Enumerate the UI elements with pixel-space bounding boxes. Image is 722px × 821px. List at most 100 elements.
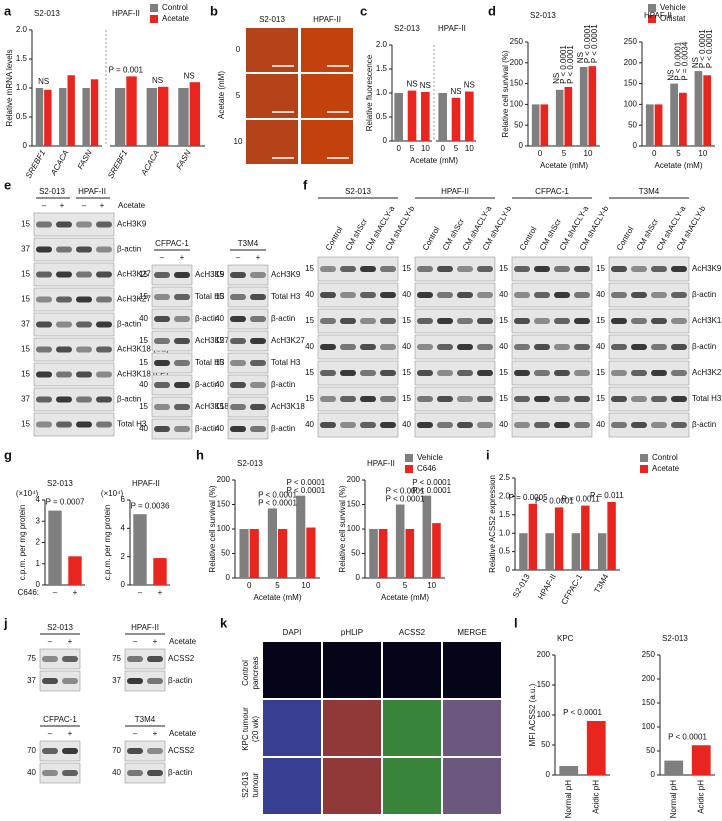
blot-band: [154, 338, 170, 344]
marker-label: 15: [139, 270, 148, 279]
blot-band: [574, 344, 590, 350]
row-label: Control: [241, 660, 250, 686]
blot-band: [147, 748, 163, 754]
blot-band: [631, 344, 647, 350]
y-tick-label: 0: [226, 573, 231, 582]
blot-band: [477, 318, 493, 324]
x-tick-label: 0: [396, 144, 401, 153]
annotation: NS: [184, 71, 195, 80]
blot-band: [417, 318, 433, 324]
micrograph: [443, 758, 501, 814]
micrograph-bg: [443, 758, 501, 814]
blot-band: [360, 292, 376, 298]
x-axis-label: Acetate (mM): [381, 593, 429, 602]
blot-band: [174, 404, 190, 410]
blot-band: [380, 266, 396, 272]
blot-band: [437, 422, 453, 428]
marker-label: 40: [596, 420, 605, 429]
x-tick-label: Normal pH: [564, 780, 573, 818]
micrograph-bg: [323, 700, 381, 756]
column-label: DAPI: [283, 628, 302, 637]
blot-band: [574, 318, 590, 324]
blot-band: [36, 246, 52, 253]
annotation: P < 0.0001: [583, 24, 592, 63]
y-tick-label: 2.0: [376, 40, 388, 49]
blot-strip: [33, 262, 115, 287]
blot-band: [631, 396, 647, 402]
chart-title: S2-013: [530, 11, 556, 20]
blot-band: [56, 396, 72, 403]
y-tick-label: 250: [510, 37, 524, 46]
bar: [239, 529, 249, 578]
x-tick-label: SREBF1: [24, 149, 47, 180]
x-tick-label: FASN: [175, 148, 193, 171]
blot-band: [514, 344, 530, 350]
blot-band: [380, 396, 396, 402]
legend-swatch: [150, 15, 158, 23]
x-tick-label: 5: [454, 144, 459, 153]
blot-band: [154, 426, 170, 432]
blot-band: [437, 344, 453, 350]
band-label: β-actin: [117, 245, 141, 254]
blot-band: [671, 370, 687, 376]
x-tick-label: HPAF-II: [536, 573, 558, 602]
blot-strip: [151, 264, 193, 286]
bar: [146, 88, 157, 146]
y-tick-label: 1.0: [376, 88, 388, 97]
band-label: AcH3K9: [271, 270, 301, 279]
blot-strip: [124, 648, 166, 670]
y-tick-label: 150: [624, 79, 638, 88]
blot-strip: [227, 264, 269, 286]
bar: [114, 88, 126, 146]
blot-band: [174, 426, 190, 432]
micrograph: [263, 758, 321, 814]
y-tick-label: 100: [624, 100, 638, 109]
blot-band: [437, 292, 453, 298]
bar: [588, 66, 597, 146]
blot-strip: [151, 418, 193, 440]
micrograph-bg: [443, 700, 501, 756]
band-label: AcH3K9: [195, 270, 225, 279]
blot-band: [76, 246, 92, 253]
blot-band: [417, 422, 433, 428]
annotation: P < 0.0001: [412, 478, 451, 487]
bar: [694, 71, 703, 146]
blot-band: [230, 360, 246, 366]
blot-band: [174, 272, 190, 278]
bar: [670, 83, 678, 146]
panel-label: j: [3, 615, 8, 630]
marker-label: 15: [215, 402, 224, 411]
marker-label: 15: [215, 358, 224, 367]
blot-band: [96, 221, 112, 228]
legend-swatch: [405, 454, 413, 462]
y-axis-label: MFI ACSS2 (a.u.): [528, 683, 537, 746]
legend-label: C646: [417, 464, 437, 473]
blot-band: [320, 396, 336, 402]
marker-label: 40: [215, 314, 224, 323]
blot-band: [154, 294, 170, 300]
band-label: Total H3: [271, 292, 301, 301]
sign: –: [48, 729, 53, 738]
blot-band: [380, 344, 396, 350]
legend-label: Control: [162, 3, 188, 12]
chart-title: S2-013: [34, 9, 60, 18]
sign: +: [60, 201, 65, 210]
blot-band: [380, 318, 396, 324]
annotation: NS: [406, 80, 417, 89]
bar: [664, 760, 684, 775]
blot-band: [651, 266, 667, 272]
blot-band: [514, 266, 530, 272]
blot-band: [36, 371, 52, 378]
blot-band: [56, 221, 72, 228]
bar: [555, 89, 564, 146]
marker-label: 15: [596, 394, 605, 403]
marker-label: 15: [21, 420, 30, 429]
x-tick-label: 0: [376, 581, 381, 590]
annotation: P = 0.011: [590, 491, 624, 500]
sign: +: [100, 201, 105, 210]
x-tick-label: –: [138, 588, 143, 597]
blot-strip: [227, 330, 269, 352]
blot-band: [230, 382, 246, 388]
band-label: AcH3K9: [117, 220, 147, 229]
bar: [178, 88, 189, 146]
